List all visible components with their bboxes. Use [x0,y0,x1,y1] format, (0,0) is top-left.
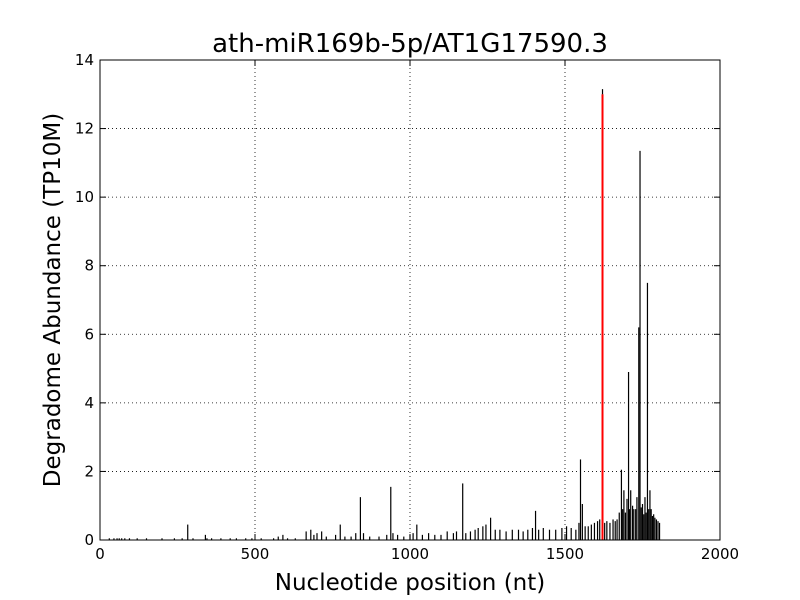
y-tick-label: 2 [84,462,94,480]
y-tick-label: 4 [84,394,94,412]
grid-lines [100,60,720,540]
x-tick-label: 500 [241,545,270,563]
y-tick-label: 8 [84,257,94,275]
y-tick-label: 0 [84,531,94,549]
chart-title: ath-miR169b-5p/AT1G17590.3 [212,29,608,59]
y-tick-label: 10 [75,188,94,206]
axis-ticks: 0 500 1000 1500 2000 0 2 4 6 8 10 12 14 [75,51,739,563]
x-axis-label: Nucleotide position (nt) [275,570,545,596]
y-axis-label: Degradome Abundance (TP10M) [40,113,66,487]
x-tick-label: 1500 [546,545,584,563]
y-tick-label: 6 [84,325,94,343]
x-tick-label: 2000 [701,545,739,563]
bar-series [108,150,661,540]
x-tick-label: 1000 [391,545,429,563]
x-tick-label: 0 [95,545,105,563]
y-tick-label: 12 [75,120,94,138]
y-tick-label: 14 [75,51,94,69]
